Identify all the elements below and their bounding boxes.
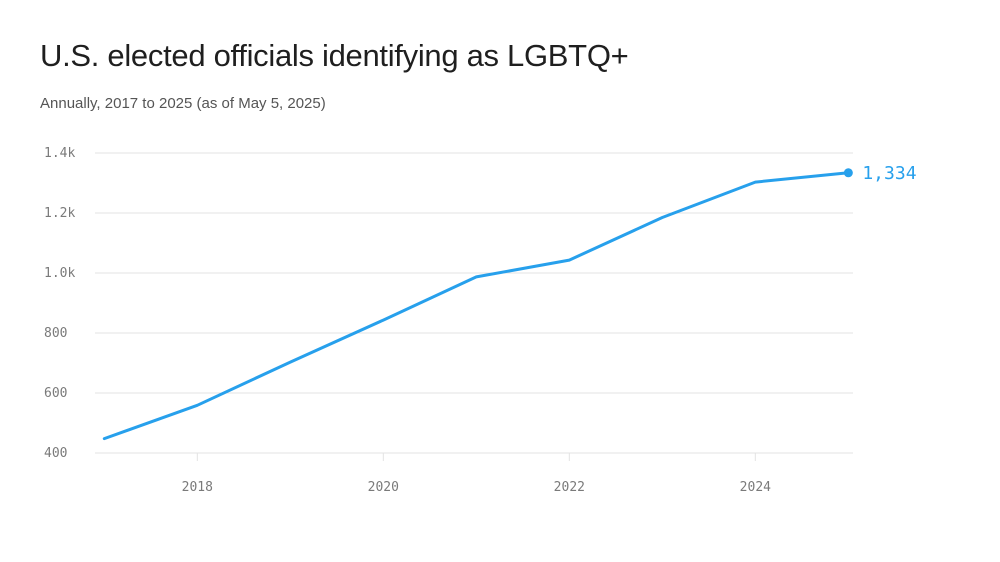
- y-tick-label: 1.2k: [44, 206, 75, 221]
- y-tick-label: 400: [44, 446, 67, 461]
- chart-subtitle: Annually, 2017 to 2025 (as of May 5, 202…: [40, 95, 326, 112]
- end-point-marker: [843, 168, 853, 178]
- y-tick-label: 600: [44, 386, 67, 401]
- x-tick-label: 2018: [182, 480, 213, 495]
- axes: 400 600 800 1.0k 1.2k 1.4k 2018 2020 2022 2024: [44, 146, 771, 495]
- x-tick-label: 2020: [368, 480, 399, 495]
- series-layer: [102, 168, 853, 441]
- x-tick-label: 2024: [740, 480, 771, 495]
- chart-title: U.S. elected officials identifying as LG…: [40, 38, 629, 73]
- y-tick-label: 1.4k: [44, 146, 75, 161]
- y-tick-label: 1.0k: [44, 266, 75, 281]
- labels: 1,334: [862, 163, 916, 184]
- series-line: [102, 171, 850, 441]
- end-value-label: 1,334: [862, 163, 916, 184]
- gridlines: [95, 152, 853, 454]
- y-tick-label: 800: [44, 326, 67, 341]
- x-tick-label: 2022: [554, 480, 585, 495]
